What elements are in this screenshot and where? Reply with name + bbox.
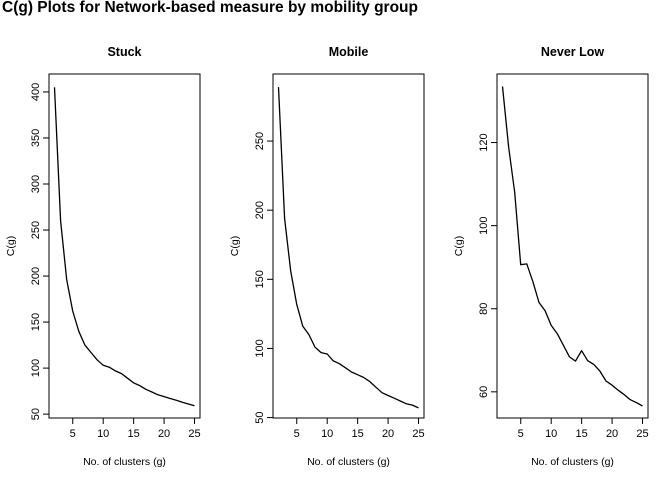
y-tick-label: 80 (478, 303, 490, 315)
y-tick-label: 100 (478, 216, 490, 234)
x-tick-label: 5 (518, 428, 524, 440)
series-line (277, 87, 419, 409)
x-axis-label: No. of clusters (g) (83, 456, 166, 468)
y-tick-label: 150 (30, 313, 42, 331)
y-tick-label: 200 (30, 267, 42, 285)
y-tick-label: 250 (254, 132, 266, 150)
plot-frame (48, 73, 201, 419)
y-tick-label: 60 (478, 386, 490, 398)
panel-title: Stuck (107, 45, 141, 59)
panel-2: Never Low 5 10 15 20 25 60 80 100 120 No. of clust… (453, 45, 649, 468)
y-tick-label: 250 (30, 221, 42, 239)
y-tick-label: 120 (478, 133, 490, 151)
y-tick-label: 100 (30, 359, 42, 377)
y-tick-label: 400 (30, 83, 42, 101)
panel-title: Mobile (329, 45, 369, 59)
figure-title: C(g) Plots for Network-based measure by … (2, 0, 418, 16)
x-tick-label: 20 (606, 428, 618, 440)
y-tick-label: 50 (254, 411, 266, 423)
x-tick-label: 10 (321, 428, 333, 440)
panel-title: Never Low (541, 45, 604, 59)
x-tick-label: 25 (188, 428, 200, 440)
y-tick-label: 150 (254, 270, 266, 288)
panel-1: Mobile 5 10 15 20 25 50 100 150 200 250 No. of clus… (229, 45, 425, 468)
x-axis-label: No. of clusters (g) (307, 456, 390, 468)
y-tick-label: 100 (254, 339, 266, 357)
series-line (501, 86, 643, 407)
series-line (53, 87, 195, 407)
x-tick-label: 15 (352, 428, 364, 440)
y-tick-label: 350 (30, 129, 42, 147)
x-tick-label: 20 (382, 428, 394, 440)
panel-0: Stuck 5 10 15 20 25 50 100 150 200 250 300 350 400 No.… (5, 45, 201, 468)
y-tick-label: 300 (30, 175, 42, 193)
plot-frame (272, 73, 425, 419)
x-tick-label: 10 (545, 428, 557, 440)
x-tick-label: 25 (412, 428, 424, 440)
y-tick-label: 50 (30, 408, 42, 420)
x-tick-label: 15 (128, 428, 140, 440)
x-tick-label: 20 (158, 428, 170, 440)
y-axis-label: C(g) (229, 236, 241, 256)
x-axis-label: No. of clusters (g) (531, 456, 614, 468)
y-axis-label: C(g) (453, 236, 465, 256)
x-tick-label: 5 (70, 428, 76, 440)
x-tick-label: 15 (576, 428, 588, 440)
x-tick-label: 10 (97, 428, 109, 440)
y-axis-label: C(g) (5, 236, 17, 256)
x-tick-label: 25 (636, 428, 648, 440)
x-tick-label: 5 (294, 428, 300, 440)
y-tick-label: 200 (254, 201, 266, 219)
